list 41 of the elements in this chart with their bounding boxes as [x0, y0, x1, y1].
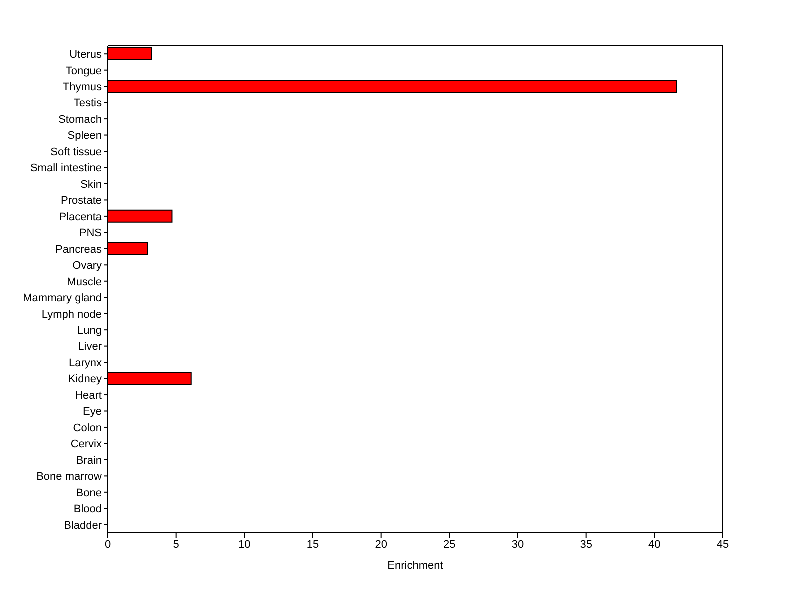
x-tick-label: 5: [173, 538, 180, 551]
y-tick-label: Colon: [73, 422, 102, 434]
y-tick-label: Spleen: [68, 130, 102, 142]
x-tick-label: 0: [104, 538, 112, 551]
y-tick-label: Blood: [74, 504, 102, 516]
x-axis-title: Enrichment: [388, 560, 444, 572]
y-tick-label: Tongue: [66, 65, 102, 78]
x-tick-label: 20: [375, 538, 388, 551]
y-tick-label: Placenta: [59, 211, 103, 224]
y-tick-label: Lung: [78, 324, 102, 337]
y-tick-label: Uterus: [70, 49, 102, 62]
y-tick-label: Liver: [78, 341, 102, 354]
y-tick-label: Ovary: [72, 260, 102, 272]
y-tick-label: Testis: [74, 98, 102, 110]
y-tick-label: Muscle: [67, 276, 102, 288]
x-tick-label: 40: [648, 538, 661, 551]
y-tick-label: Stomach: [58, 114, 102, 126]
y-tick-label: Bladder: [64, 520, 102, 532]
y-tick-label: Heart: [75, 390, 102, 402]
x-tick-label: 30: [512, 538, 524, 551]
y-tick-label: Pancreas: [56, 244, 102, 256]
y-tick-label: Eye: [83, 406, 102, 418]
y-tick-label: Kidney: [68, 374, 102, 386]
y-tick-label: Cervix: [70, 438, 102, 451]
y-tick-label: Lymph node: [42, 308, 102, 321]
y-tick-label: Thymus: [62, 81, 102, 94]
y-tick-label: Soft tissue: [50, 146, 102, 158]
x-tick-label: 25: [444, 538, 456, 551]
y-tick-label: Prostate: [61, 195, 102, 208]
x-tick-label: 10: [238, 538, 251, 551]
y-tick-label: Small intestine: [30, 162, 102, 175]
x-tick-label: 35: [580, 538, 592, 551]
x-tick-label: 15: [306, 538, 320, 551]
y-tick-label: Bone marrow: [36, 471, 102, 484]
y-tick-label: Brain: [76, 454, 102, 467]
y-tick-label: Mammary gland: [23, 292, 102, 305]
x-tick-label: 45: [716, 538, 730, 551]
y-tick-label: Skin: [80, 178, 102, 191]
y-tick-label: Bone: [76, 487, 102, 500]
y-tick-label: Larynx: [68, 357, 102, 370]
y-tick-label: PNS: [79, 228, 102, 240]
